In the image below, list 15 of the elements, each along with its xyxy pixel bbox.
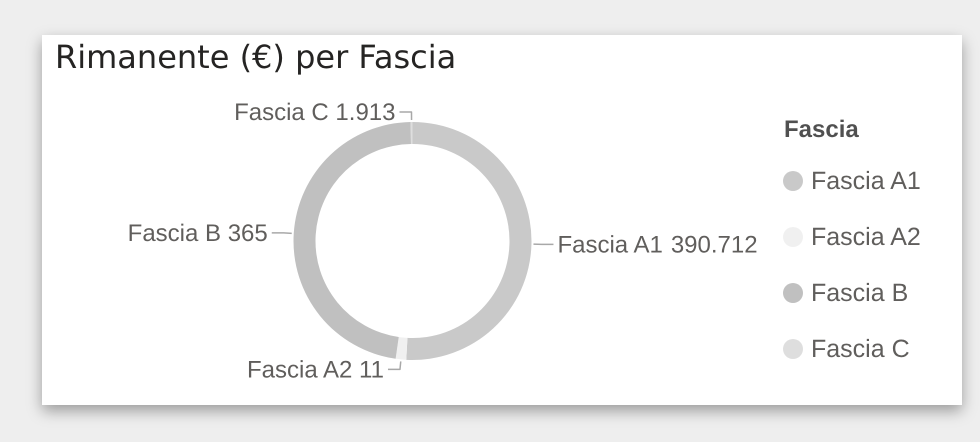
- chart-title: Rimanente (€) per Fascia: [55, 37, 456, 77]
- slice-label: Fascia B: [128, 219, 222, 246]
- data-label: 390.712: [670, 230, 758, 258]
- slice-label: Fascia A2: [247, 356, 352, 383]
- donut-slice: [396, 337, 408, 360]
- data-label: 365: [228, 219, 268, 246]
- slice-label: Fascia C: [234, 98, 329, 126]
- legend-title: Fascia: [784, 115, 860, 145]
- legend-label: Fascia A1: [811, 166, 921, 196]
- slice-label: Fascia A1: [557, 230, 663, 258]
- legend-label: Fascia A2: [811, 222, 921, 252]
- legend-label: Fascia C: [811, 334, 910, 364]
- data-label: 11: [359, 356, 384, 383]
- legend-label: Fascia B: [811, 278, 908, 308]
- data-label: 1.913: [335, 98, 396, 126]
